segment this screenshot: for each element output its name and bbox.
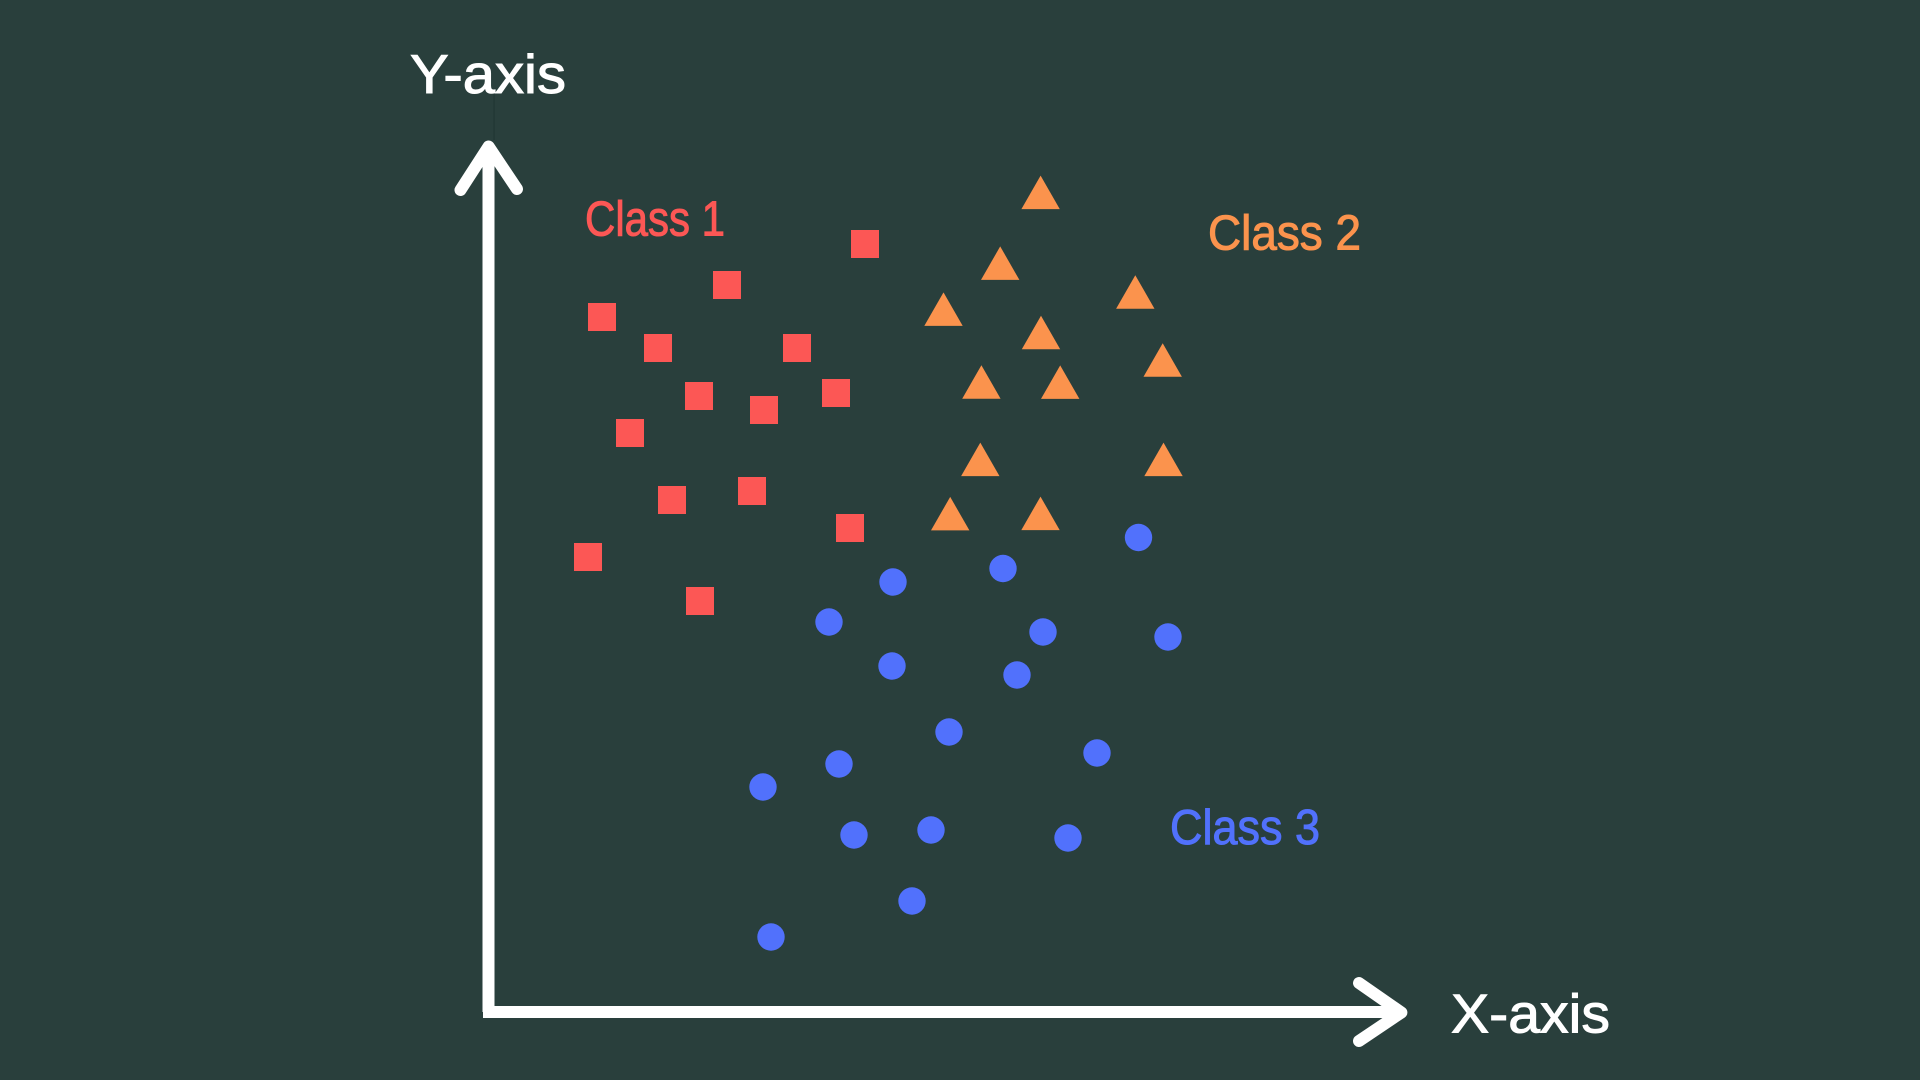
svg-text:Y-axis: Y-axis: [410, 43, 566, 105]
svg-text:Class 3: Class 3: [1170, 801, 1320, 855]
svg-text:Class 1: Class 1: [585, 193, 725, 247]
svg-text:X-axis: X-axis: [1451, 983, 1610, 1045]
svg-text:Class 2: Class 2: [1208, 207, 1361, 261]
